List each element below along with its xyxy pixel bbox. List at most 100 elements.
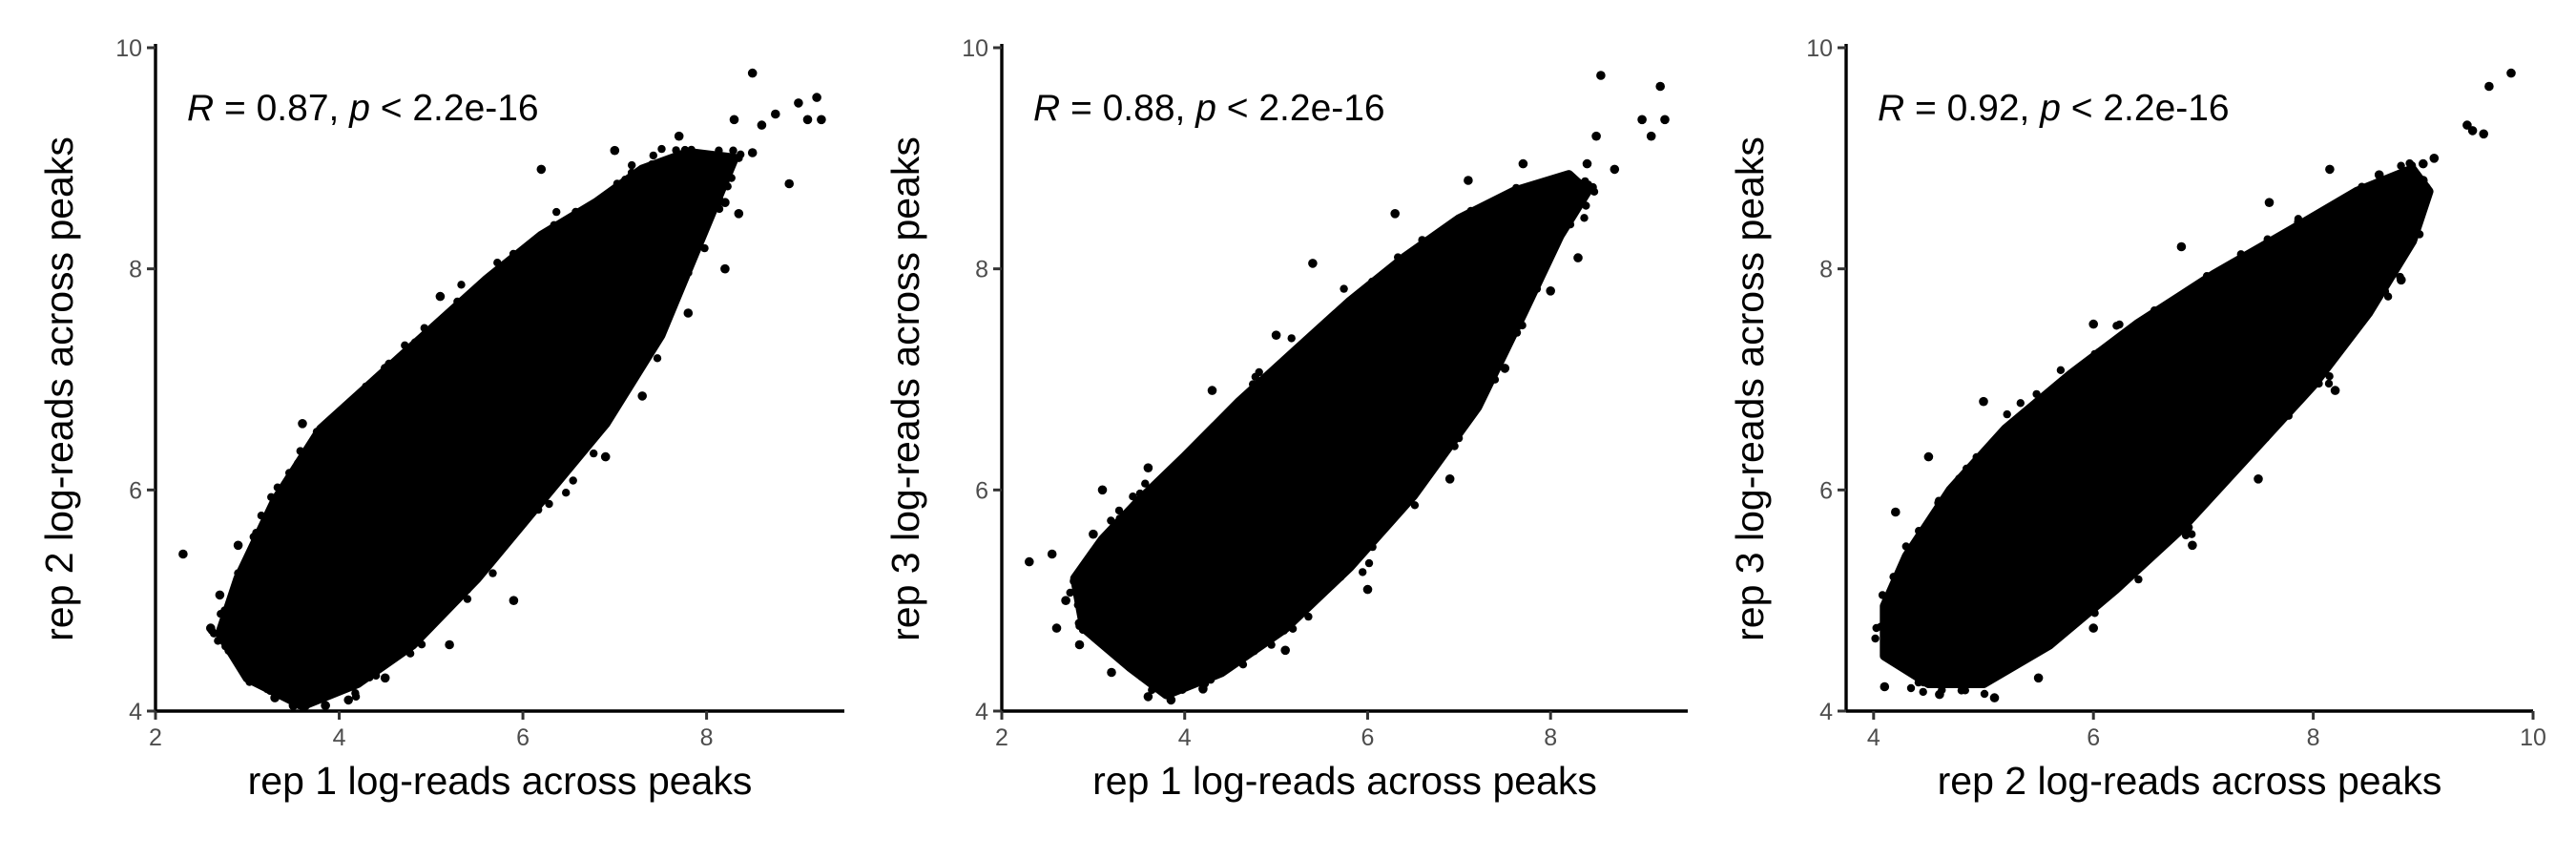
data-point [1166,683,1175,692]
data-point [463,585,471,595]
data-point [1025,556,1034,567]
data-point [453,596,462,604]
data-point [1903,561,1912,570]
data-point [257,512,266,520]
data-point [817,115,826,125]
data-point [1637,115,1647,125]
data-point [566,224,575,233]
data-point [2271,241,2280,249]
data-point [717,154,726,163]
data-point [503,262,511,270]
data-point [2188,530,2196,538]
data-point [1099,631,1108,639]
data-point [493,259,502,267]
data-point [2188,540,2197,551]
data-point [1997,666,2006,675]
data-point [1319,581,1328,590]
data-point [1930,515,1939,524]
data-point [488,569,497,577]
data-point [453,297,462,306]
data-point [714,199,722,207]
data-point [2112,322,2121,330]
data-point [1107,667,1116,678]
data-point [1490,375,1500,384]
data-point [1466,401,1476,409]
data-point [1440,440,1449,449]
data-point [214,637,222,645]
data-point [1182,460,1192,469]
data-point [2093,358,2102,367]
data-point [706,157,715,165]
data-point [1878,591,1887,599]
x-tick-label: 6 [1361,724,1375,751]
data-point [364,385,372,394]
data-point [2414,199,2422,207]
data-point [2243,444,2253,452]
y-tick-label: 10 [115,35,142,62]
data-point [634,353,642,363]
data-point [2134,575,2143,584]
data-point [1238,660,1248,669]
x-tick-label: 4 [1178,724,1192,751]
data-point [385,647,394,656]
annotation-symbol: p [348,88,370,129]
data-point [1558,173,1567,181]
data-point [2020,653,2029,661]
data-point [2016,399,2025,408]
data-point [1141,479,1150,488]
data-point [1532,284,1542,293]
data-point [1458,220,1467,229]
data-point [1446,438,1456,447]
data-point [697,158,706,167]
data-point [649,151,657,160]
data-point [337,680,345,688]
data-point [1199,672,1208,681]
data-point [288,701,299,710]
data-point [2415,230,2424,239]
data-point [1464,176,1473,185]
data-point [1340,284,1348,293]
data-point [1906,683,1916,693]
data-point [637,391,647,401]
annotation-symbol: R [187,88,214,129]
data-point [2186,300,2194,308]
data-point [1957,686,1966,695]
data-point [494,533,503,541]
data-point [1422,245,1430,254]
data-point [1979,396,1988,407]
data-point [2354,311,2362,321]
data-point [2030,649,2039,658]
data-point [1901,601,1912,611]
data-point [2304,230,2314,239]
y-tick-label: 6 [975,477,988,504]
data-point [1891,507,1901,517]
data-point [1283,355,1292,364]
y-axis-title: rep 3 log-reads across peaks [1728,136,1772,641]
data-point [1582,158,1592,169]
data-point [1091,545,1101,554]
data-point [1466,206,1475,216]
data-point [1480,205,1489,214]
data-point [1236,649,1245,658]
data-point [1950,671,1959,680]
data-point [1115,514,1124,523]
data-point [1500,364,1510,373]
data-point [234,569,242,577]
data-point [245,678,254,686]
data-point [1646,131,1656,141]
data-point [1114,506,1124,515]
data-point [2419,158,2428,169]
data-point [526,241,534,249]
data-point [2261,433,2271,442]
data-point [648,160,656,169]
data-point [2202,272,2212,281]
data-point [622,372,632,381]
data-point [2088,319,2098,329]
data-point [2003,409,2011,419]
data-point [1107,516,1115,525]
data-point [1074,639,1085,650]
data-point [794,98,803,108]
data-point [1304,612,1313,621]
data-point [1288,624,1298,633]
